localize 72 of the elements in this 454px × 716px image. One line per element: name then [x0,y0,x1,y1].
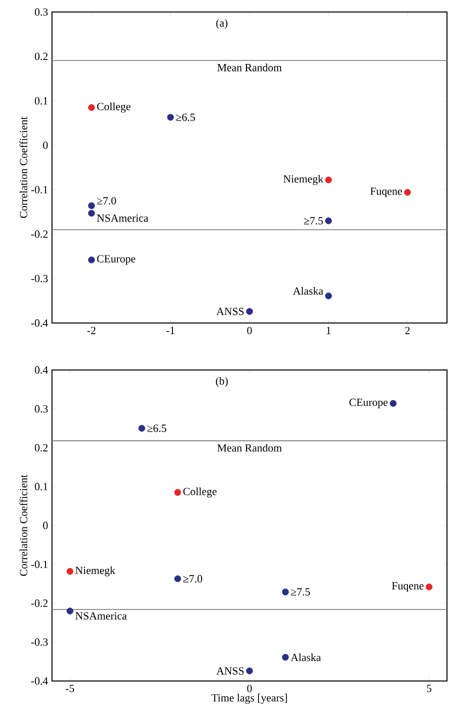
y-tick-label: 0.1 [34,97,48,105]
x-axis-title: Time lags [years] [212,694,287,704]
text: (b) [216,376,228,387]
point [325,292,332,300]
point [390,400,397,407]
y-axis-title: Correlation Coefficient [19,474,28,576]
point [325,176,332,184]
y-tick-label: -0.2 [31,230,48,238]
ref-line-label: Mean Random [217,64,282,72]
annotation: College [97,102,130,112]
y-tick-label: -0.3 [31,638,48,646]
annotation: ≥6.5 [147,424,166,432]
annotation: Fuqene [370,188,402,198]
point [88,202,95,210]
annotation: NSAmerica [96,214,148,222]
annotation: CEurope [349,398,388,408]
y-tick-label: 0.3 [34,405,48,413]
annotation: Fuqene [392,582,424,592]
point [138,424,146,432]
point [174,489,182,496]
annotation: ≥7.5 [291,588,310,596]
point [246,667,253,674]
point [325,217,332,224]
point [88,104,95,111]
annotation: ≥6.5 [176,114,195,121]
annotation: CEurope [97,255,136,265]
point [88,256,95,264]
x-tick-label: 1 [326,326,331,334]
annotation: ≥7.5 [304,217,323,224]
y-tick-label: -0.1 [31,560,48,568]
point [282,588,289,596]
y-tick-label: 0.3 [34,8,48,16]
annotation: Alaska [292,286,324,295]
y-tick-label: 0.1 [34,482,48,490]
x-tick-label: 0 [247,684,252,692]
annotation: NSAmerica [75,612,127,620]
y-tick-label: -0.4 [31,319,48,327]
point [66,608,74,614]
annotation: ANSS [216,667,244,675]
ref-line-label: Mean Random [217,444,282,452]
x-tick-label: 2 [405,326,410,334]
point [66,568,74,575]
point [246,308,253,315]
y-tick-label: 0 [43,142,48,149]
y-axis-title: Correlation Coefficient [19,116,28,218]
x-tick-label: -2 [87,326,96,334]
y-tick-label: -0.4 [31,677,48,685]
y-tick-label: 0.2 [34,52,48,60]
x-tick-label: 5 [426,684,432,692]
y-tick-label: 0.4 [34,366,48,374]
annotation: Niemegk [75,566,116,576]
annotation: ≥7.0 [97,197,116,205]
y-tick-label: -0.2 [31,600,48,607]
text: (a) [216,18,228,29]
point [174,575,182,582]
y-tick-label: 0.2 [34,444,48,452]
annotation: Niemegk [283,174,324,185]
point [167,114,174,121]
y-tick-label: 0 [43,522,48,530]
point [88,210,95,217]
point [426,584,432,590]
point [282,654,289,661]
x-tick-label: -1 [166,326,174,334]
annotation: ≥7.0 [183,575,202,582]
point [404,188,411,196]
y-tick-label: -0.3 [31,274,48,282]
x-tick-label: 0 [247,326,252,334]
y-tick-label: -0.1 [31,186,48,194]
annotation: Alaska [290,653,321,662]
annotation: ANSS [216,308,244,316]
x-tick-label: -5 [66,684,74,692]
annotation: College [183,487,217,498]
